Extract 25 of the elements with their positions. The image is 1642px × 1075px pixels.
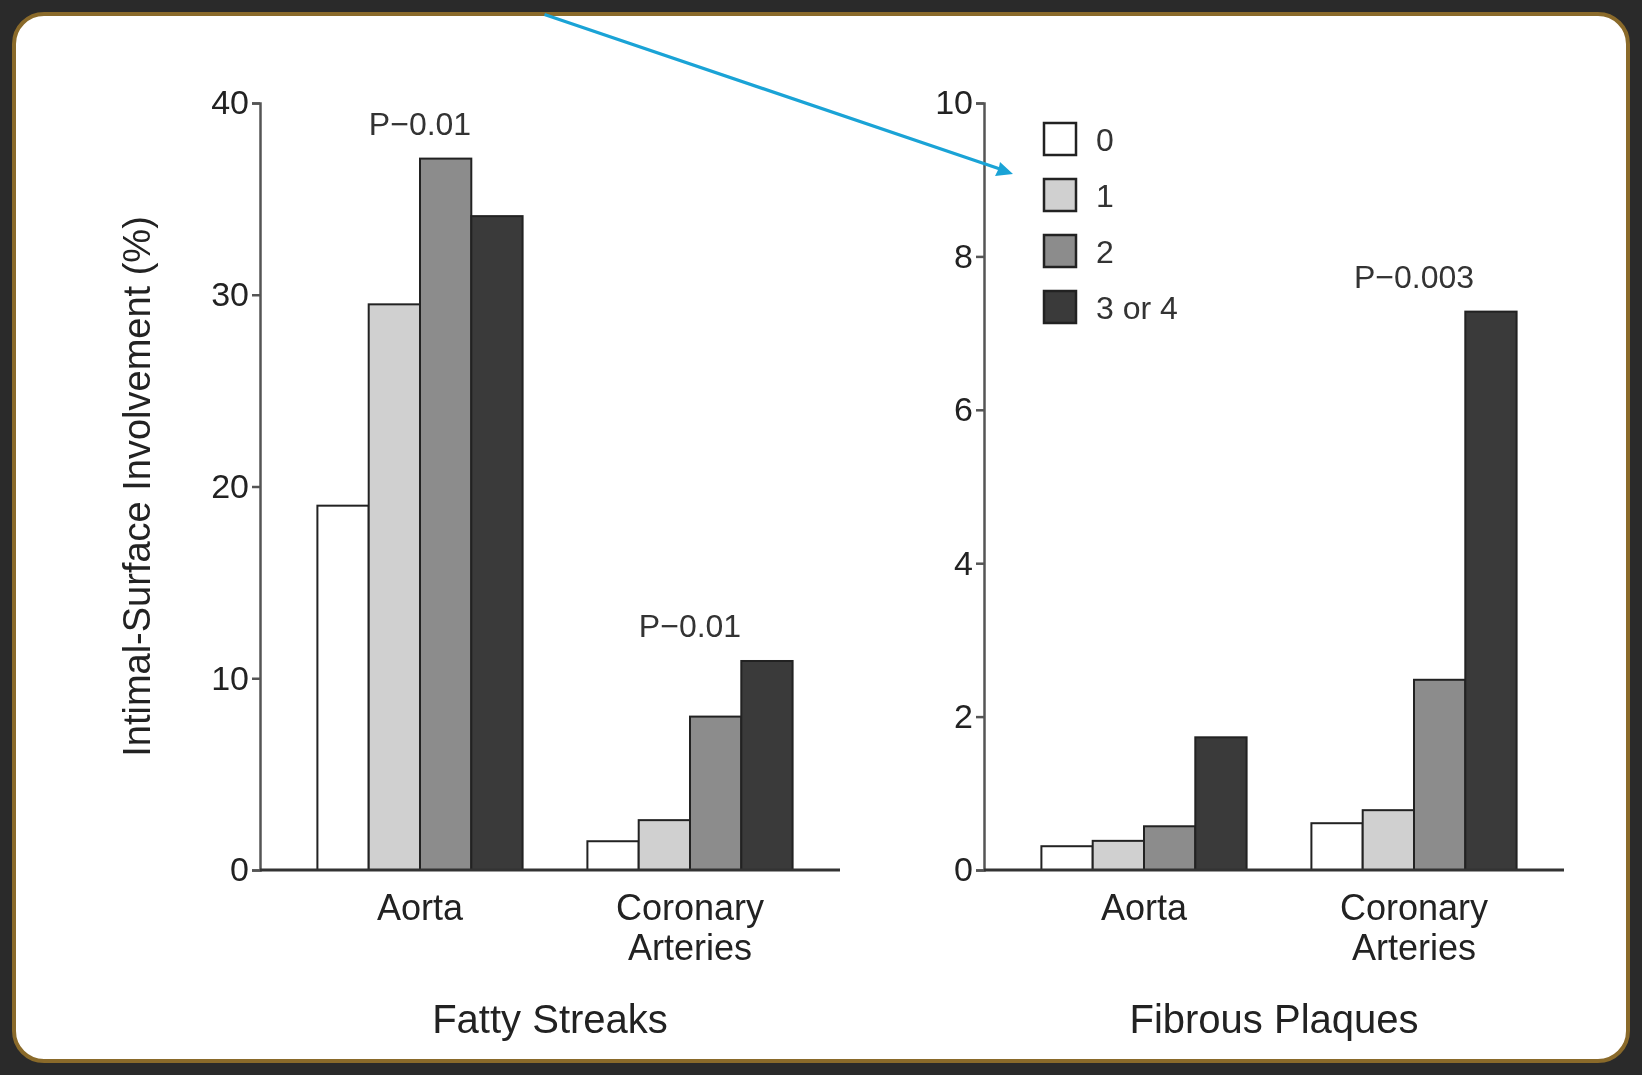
y-tick-label: 6: [954, 390, 973, 429]
y-axis-title: Intimal-Surface Involvement (%): [116, 216, 158, 757]
y-tick-label: 10: [211, 658, 249, 697]
annotation: P−0.003: [1353, 258, 1475, 295]
x-axis-title: Fatty Streaks: [432, 997, 668, 1041]
y-tick-label: 40: [211, 83, 249, 122]
legend-label: 2: [1096, 234, 1114, 270]
annotation: P−0.01: [368, 105, 472, 142]
annotation: P−0.01: [638, 607, 742, 644]
legend-label: 1: [1096, 178, 1114, 214]
y-tick-label: 20: [211, 466, 249, 505]
x-tick-label: Aorta: [376, 887, 464, 929]
y-tick-label: 2: [954, 696, 973, 735]
x-tick-label: Coronary Arteries: [1339, 887, 1489, 968]
y-tick-label: 30: [211, 275, 249, 314]
y-tick-label: 8: [954, 236, 973, 275]
legend-label: 0: [1096, 122, 1114, 158]
y-tick-label: 10: [935, 83, 973, 122]
y-tick-label: 4: [954, 543, 973, 582]
x-tick-label: Aorta: [1100, 887, 1188, 929]
y-tick-label: 0: [230, 850, 249, 889]
x-tick-label: Coronary Arteries: [615, 887, 765, 968]
legend-label: 3 or 4: [1096, 290, 1178, 326]
y-tick-label: 0: [954, 850, 973, 889]
x-axis-title: Fibrous Plaques: [1129, 997, 1419, 1041]
